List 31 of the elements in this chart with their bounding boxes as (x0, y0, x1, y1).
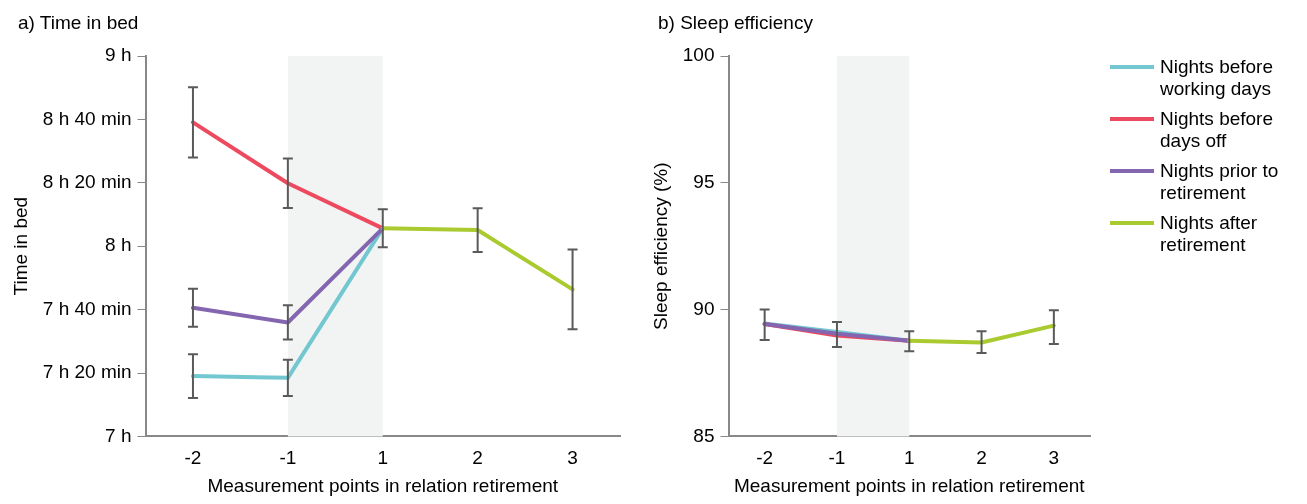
x-tick-label: 2 (472, 447, 483, 469)
legend-label: Nights prior to retirement (1160, 160, 1280, 204)
y-tick-label: 95 (693, 171, 715, 193)
x-tick-label: 3 (1048, 447, 1060, 469)
x-tick-label: -2 (756, 447, 774, 469)
x-tick-label: -1 (828, 447, 846, 469)
y-tick-label: 8 h (105, 234, 132, 256)
legend-label: Nights before working days (1160, 56, 1274, 100)
chart-title: b) Sleep efficiency (658, 12, 813, 34)
y-tick-label: 8 h 20 min (42, 171, 132, 193)
x-axis-title: Measurement points in relation retirement (207, 474, 559, 496)
y-axis-title: Sleep efficiency (%) (649, 162, 671, 330)
x-tick-label: -1 (279, 447, 297, 469)
y-tick-label: 85 (693, 424, 715, 446)
chart-title: a) Time in bed (18, 12, 139, 34)
y-tick-label: 7 h 20 min (42, 361, 132, 383)
x-tick-label: -2 (184, 447, 202, 469)
legend-label: Nights before days off (1160, 108, 1274, 152)
x-axis-title: Measurement points in relation retirement (733, 474, 1086, 496)
y-tick-label: 7 h (105, 424, 132, 446)
y-tick-label: 90 (693, 297, 715, 319)
y-tick-label: 8 h 40 min (42, 107, 132, 129)
y-tick-label: 7 h 40 min (42, 297, 132, 319)
x-tick-label: 1 (903, 447, 915, 469)
x-tick-label: 2 (976, 447, 987, 469)
y-tick-label: 9 h (105, 44, 132, 66)
x-tick-label: 3 (567, 447, 578, 469)
legend-label: Nights after retirement (1160, 212, 1259, 256)
y-axis-title: Time in bed (9, 196, 31, 296)
x-tick-label: 1 (377, 447, 389, 469)
y-tick-label: 100 (682, 44, 715, 66)
